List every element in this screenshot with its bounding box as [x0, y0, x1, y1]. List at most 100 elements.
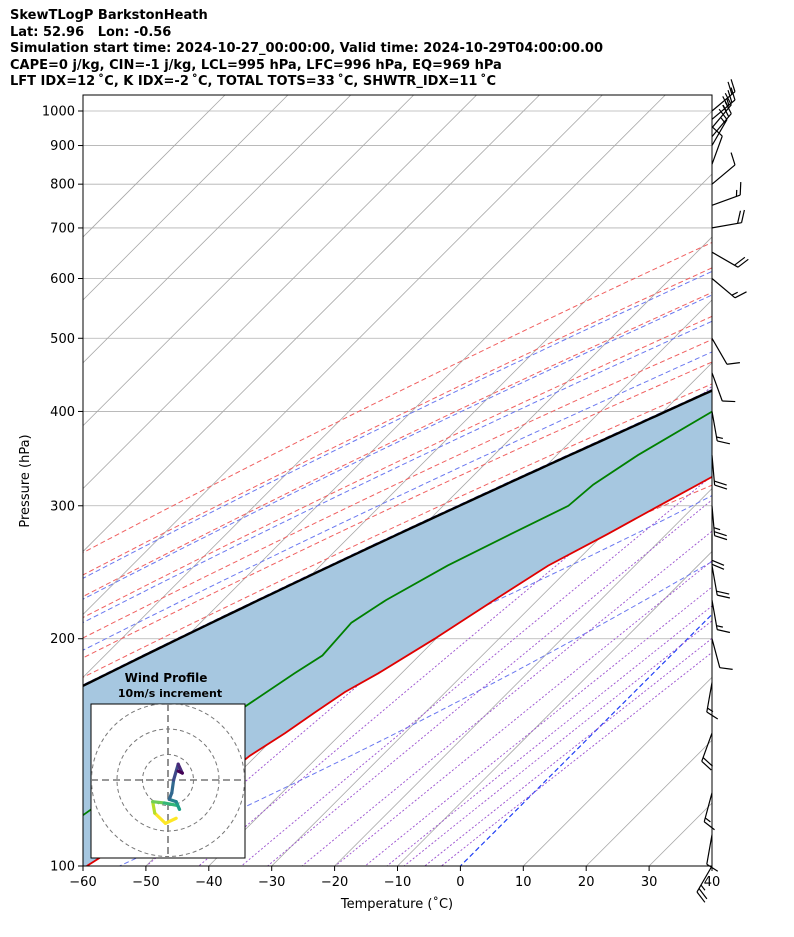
- wind-barb-flag: [726, 362, 740, 365]
- wind-barb: [711, 455, 728, 490]
- mixing-ratio-line: [267, 499, 712, 866]
- wind-barb-flag: [734, 291, 747, 299]
- wind-barb-flag: [717, 440, 731, 445]
- wind-barb-staff: [711, 278, 736, 299]
- dry-adiabat-line: [83, 338, 712, 639]
- x-tick-label: 30: [641, 875, 658, 890]
- wind-barb: [711, 79, 736, 112]
- wind-barb-flag: [717, 594, 731, 599]
- hodograph-segment: [153, 811, 168, 825]
- wind-barb-staff: [711, 337, 728, 365]
- wind-barb-flag: [724, 101, 732, 114]
- y-tick-label: 900: [50, 139, 75, 154]
- dry-adiabat-line: [83, 241, 712, 554]
- wind-barb-flag: [712, 126, 723, 137]
- wind-barb-staff: [711, 119, 728, 146]
- wind-barb-flag: [696, 891, 706, 903]
- wind-barb: [711, 638, 733, 670]
- wind-barb-flag: [734, 256, 746, 266]
- moist-adiabat-line: [83, 294, 712, 600]
- wind-barb-flag: [716, 590, 730, 595]
- y-axis-label: Pressure (hPa): [18, 434, 33, 527]
- wind-barb: [711, 87, 736, 120]
- wind-barb: [711, 534, 725, 570]
- wind-barb-flag: [727, 90, 733, 103]
- isotherm-line: [83, 95, 226, 238]
- dry-adiabat-line: [83, 383, 712, 678]
- wind-barb: [711, 209, 745, 229]
- isotherm-line: [83, 95, 352, 364]
- wind-barb-flag: [703, 821, 715, 831]
- wind-barb-staff: [711, 372, 723, 402]
- dry-adiabat-line: [83, 267, 712, 576]
- y-tick-label: 200: [50, 632, 75, 647]
- wind-barb-flag: [698, 888, 708, 900]
- wind-barb-staff: [711, 135, 723, 165]
- wind-barb: [711, 251, 749, 268]
- wind-barb-staff: [711, 251, 739, 268]
- y-tick-label: 800: [50, 178, 75, 193]
- wind-barb-flag: [737, 210, 742, 224]
- wind-barb: [711, 372, 736, 403]
- y-tick-label: 700: [50, 221, 75, 236]
- wind-barb-flag: [730, 87, 736, 101]
- x-tick-label: 10: [515, 875, 532, 890]
- x-tick-label: −10: [384, 875, 411, 890]
- wind-barb-half-flag: [716, 436, 723, 440]
- wind-barb-flag: [714, 531, 727, 537]
- wind-barb-staff: [711, 222, 742, 229]
- x-tick-label: −30: [258, 875, 285, 890]
- wind-barb-staff: [711, 565, 718, 596]
- isotherm-line: [83, 95, 540, 553]
- wind-barb: [696, 865, 713, 903]
- wind-barb-staff: [696, 865, 713, 893]
- chart-header: SkewTLogP BarkstonHeath Lat: 52.96 Lon: -…: [10, 8, 603, 91]
- x-tick-label: 0: [456, 875, 464, 890]
- wind-barb-flag: [730, 79, 736, 92]
- temperature-line: [86, 475, 712, 866]
- isotherm-line: [397, 550, 712, 866]
- wind-barb: [711, 411, 731, 445]
- y-tick-label: 400: [50, 405, 75, 420]
- y-tick-label: 500: [50, 332, 75, 347]
- wind-barb-half-flag: [716, 625, 723, 628]
- title-line-5: LFT IDX=12 ˚C, K IDX=-2 ˚C, TOTAL TOTS=3…: [10, 74, 497, 89]
- x-tick-label: −20: [321, 875, 348, 890]
- title-line-2: Lat: 52.96 Lon: -0.56: [10, 24, 172, 40]
- wind-barb-staff: [711, 599, 718, 630]
- wind-barb-staff: [711, 99, 736, 120]
- wind-barb-staff: [711, 411, 718, 442]
- y-tick-label: 100: [50, 860, 75, 875]
- hodograph-segment: [162, 801, 180, 808]
- wind-barb-half-flag: [731, 291, 738, 296]
- wind-barb-flag: [739, 182, 742, 196]
- title-line-4: CAPE=0 j/kg, CIN=-1 j/kg, LCL=995 hPa, L…: [10, 57, 502, 73]
- hodograph-segment: [163, 816, 178, 825]
- x-tick-label: −60: [69, 875, 96, 890]
- moist-adiabat-line: [83, 351, 712, 651]
- moist-adiabat-line: [83, 270, 712, 579]
- wind-barb-flag: [718, 108, 728, 120]
- wind-barb: [711, 182, 742, 206]
- hodograph-title: Wind Profile: [125, 671, 208, 685]
- hodograph-segment: [170, 778, 176, 795]
- hodograph-segment: [172, 762, 180, 782]
- wind-barb-flag: [722, 400, 736, 403]
- wind-barb-staff: [701, 732, 713, 762]
- wind-barb: [711, 599, 731, 634]
- x-tick-label: 20: [578, 875, 595, 890]
- wind-barb-half-flag: [726, 98, 730, 106]
- wind-barb: [711, 152, 736, 185]
- wind-barb-flag: [727, 81, 733, 95]
- dry-adiabat-line: [83, 291, 712, 598]
- hodograph-subtitle: 10m/s increment: [118, 687, 222, 700]
- moist-adiabat-line: [83, 495, 712, 795]
- wind-barb-staff: [711, 164, 736, 185]
- title-line-3: Simulation start time: 2024-10-27_00:00:…: [10, 41, 603, 56]
- wind-barb-staff: [706, 682, 713, 713]
- moist-adiabat-line: [83, 320, 712, 624]
- wind-barb-flag: [730, 152, 736, 166]
- x-axis-label: Temperature (˚C): [340, 896, 453, 912]
- wind-barb: [703, 792, 715, 831]
